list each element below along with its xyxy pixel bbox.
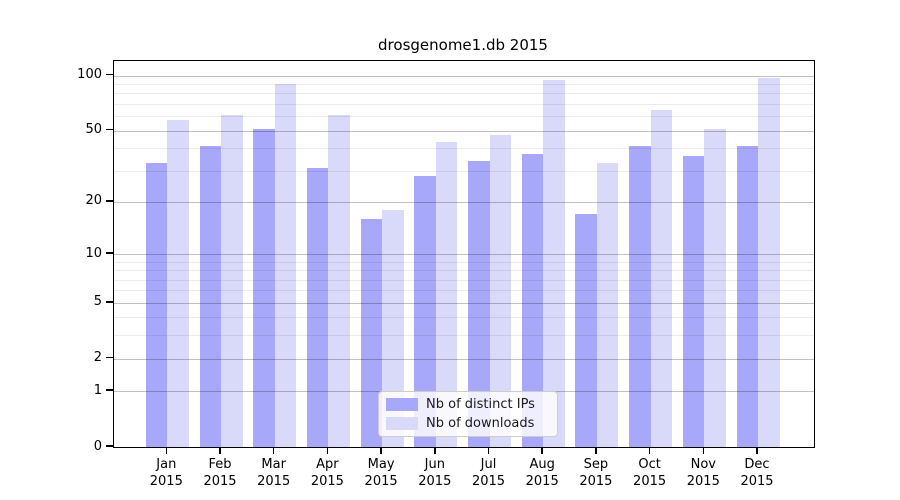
x-tick-label: Mar 2015 bbox=[257, 457, 291, 489]
x-axis-tick bbox=[702, 447, 705, 454]
x-tick-label: Jun 2015 bbox=[418, 457, 452, 489]
y-axis-tick bbox=[106, 128, 113, 131]
bar-distinct-ips bbox=[736, 146, 758, 447]
x-tick-label: Feb 2015 bbox=[203, 457, 237, 489]
bar-downloads bbox=[328, 114, 350, 447]
bar-downloads bbox=[274, 83, 297, 447]
x-axis-tick bbox=[648, 447, 651, 454]
y-axis-tick bbox=[106, 252, 113, 254]
gridline-minor bbox=[114, 317, 814, 319]
distinct-ips-swatch-icon bbox=[386, 398, 418, 411]
gridline-minor bbox=[114, 148, 814, 150]
gridline-minor bbox=[114, 116, 814, 118]
bar-downloads bbox=[221, 114, 243, 447]
bar-downloads bbox=[543, 79, 565, 447]
y-axis-tick bbox=[106, 445, 113, 447]
x-axis-tick bbox=[487, 447, 490, 454]
bar-distinct-ips bbox=[360, 218, 383, 447]
bar-distinct-ips bbox=[682, 156, 705, 447]
bar-downloads bbox=[435, 142, 458, 447]
gridline-minor bbox=[114, 290, 814, 292]
x-axis-tick bbox=[541, 447, 543, 454]
y-axis-tick bbox=[106, 301, 113, 303]
bar-downloads bbox=[167, 120, 189, 447]
bar-downloads bbox=[704, 128, 726, 447]
x-tick-label: Nov 2015 bbox=[686, 457, 720, 489]
y-tick-label: 1 bbox=[93, 382, 102, 398]
gridline-minor bbox=[114, 261, 814, 263]
bar-distinct-ips bbox=[629, 146, 651, 447]
gridline-major bbox=[114, 302, 814, 304]
legend-row-distinct-ips: Nb of distinct IPs bbox=[386, 397, 557, 412]
legend-label-downloads: Nb of downloads bbox=[426, 416, 535, 431]
bar-distinct-ips bbox=[253, 128, 275, 447]
x-axis-tick bbox=[380, 447, 382, 454]
gridline-minor bbox=[114, 83, 814, 85]
x-tick-label: May 2015 bbox=[364, 457, 398, 489]
bar-distinct-ips bbox=[145, 163, 168, 447]
gridline-minor bbox=[114, 103, 814, 105]
x-tick-label: Oct 2015 bbox=[633, 457, 667, 489]
legend: Nb of distinct IPs Nb of downloads bbox=[378, 391, 558, 437]
bar-distinct-ips bbox=[306, 168, 329, 447]
gridline-major bbox=[114, 201, 814, 203]
gridline-minor bbox=[114, 170, 814, 172]
bar-downloads bbox=[650, 109, 673, 447]
y-axis-tick bbox=[106, 356, 113, 359]
x-tick-label: Aug 2015 bbox=[525, 457, 559, 489]
gridline-major bbox=[114, 254, 814, 255]
x-axis-tick bbox=[165, 447, 168, 454]
bar-distinct-ips bbox=[575, 214, 597, 447]
x-axis-tick bbox=[595, 447, 597, 454]
legend-row-downloads: Nb of downloads bbox=[386, 416, 557, 431]
downloads-swatch-icon bbox=[386, 417, 418, 430]
y-axis-tick bbox=[106, 200, 113, 202]
x-tick-label: Apr 2015 bbox=[310, 457, 344, 489]
gridline-major bbox=[114, 75, 814, 77]
gridline-minor bbox=[114, 270, 814, 272]
gridline-major bbox=[114, 130, 814, 132]
y-tick-label: 2 bbox=[93, 350, 102, 366]
y-tick-label: 0 bbox=[93, 438, 102, 454]
bar-distinct-ips bbox=[199, 146, 221, 447]
x-axis-tick bbox=[434, 447, 436, 454]
bar-distinct-ips bbox=[468, 160, 490, 447]
bar-downloads bbox=[758, 77, 780, 447]
chart-title: drosgenome1.db 2015 bbox=[378, 36, 548, 54]
gridline-major bbox=[114, 358, 814, 360]
x-tick-label: Jan 2015 bbox=[149, 457, 183, 489]
y-tick-label: 10 bbox=[85, 245, 102, 261]
y-tick-label: 20 bbox=[85, 193, 102, 209]
gridline-minor bbox=[114, 93, 814, 95]
x-axis-tick bbox=[219, 447, 221, 454]
x-tick-label: Sep 2015 bbox=[579, 457, 613, 489]
x-axis-tick bbox=[326, 447, 329, 454]
gridline-minor bbox=[114, 279, 814, 281]
legend-label-distinct-ips: Nb of distinct IPs bbox=[426, 397, 535, 412]
y-axis-tick bbox=[106, 73, 113, 76]
x-tick-label: Dec 2015 bbox=[740, 457, 774, 489]
y-tick-label: 50 bbox=[85, 122, 102, 138]
gridline-minor bbox=[114, 335, 814, 337]
bar-distinct-ips bbox=[521, 154, 544, 447]
bar-downloads bbox=[382, 210, 404, 447]
y-tick-label: 5 bbox=[93, 294, 102, 310]
bar-distinct-ips bbox=[414, 175, 436, 447]
plot-area bbox=[113, 60, 815, 448]
bar-downloads bbox=[596, 163, 619, 447]
bar-downloads bbox=[489, 135, 511, 447]
x-tick-label: Jul 2015 bbox=[471, 457, 506, 489]
x-axis-tick bbox=[272, 447, 275, 454]
y-axis-tick bbox=[106, 389, 113, 391]
y-tick-label: 100 bbox=[77, 67, 102, 83]
x-axis-tick bbox=[756, 447, 758, 454]
